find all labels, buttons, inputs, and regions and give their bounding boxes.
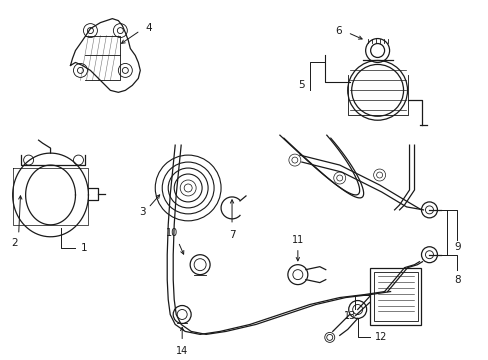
Text: 1: 1 xyxy=(81,243,87,253)
Text: 13: 13 xyxy=(343,311,355,321)
Bar xyxy=(369,268,421,325)
Text: 9: 9 xyxy=(453,242,460,252)
Text: 12: 12 xyxy=(374,332,386,342)
Text: 5: 5 xyxy=(298,80,304,90)
Text: 7: 7 xyxy=(228,230,235,240)
Text: 2: 2 xyxy=(11,238,18,248)
Text: 10: 10 xyxy=(166,228,178,238)
Text: 4: 4 xyxy=(145,23,152,33)
Text: 14: 14 xyxy=(176,346,188,356)
Text: 11: 11 xyxy=(291,235,304,245)
Text: 6: 6 xyxy=(334,26,341,36)
Text: 8: 8 xyxy=(453,275,460,285)
Text: 3: 3 xyxy=(139,207,145,217)
Bar xyxy=(373,272,417,321)
